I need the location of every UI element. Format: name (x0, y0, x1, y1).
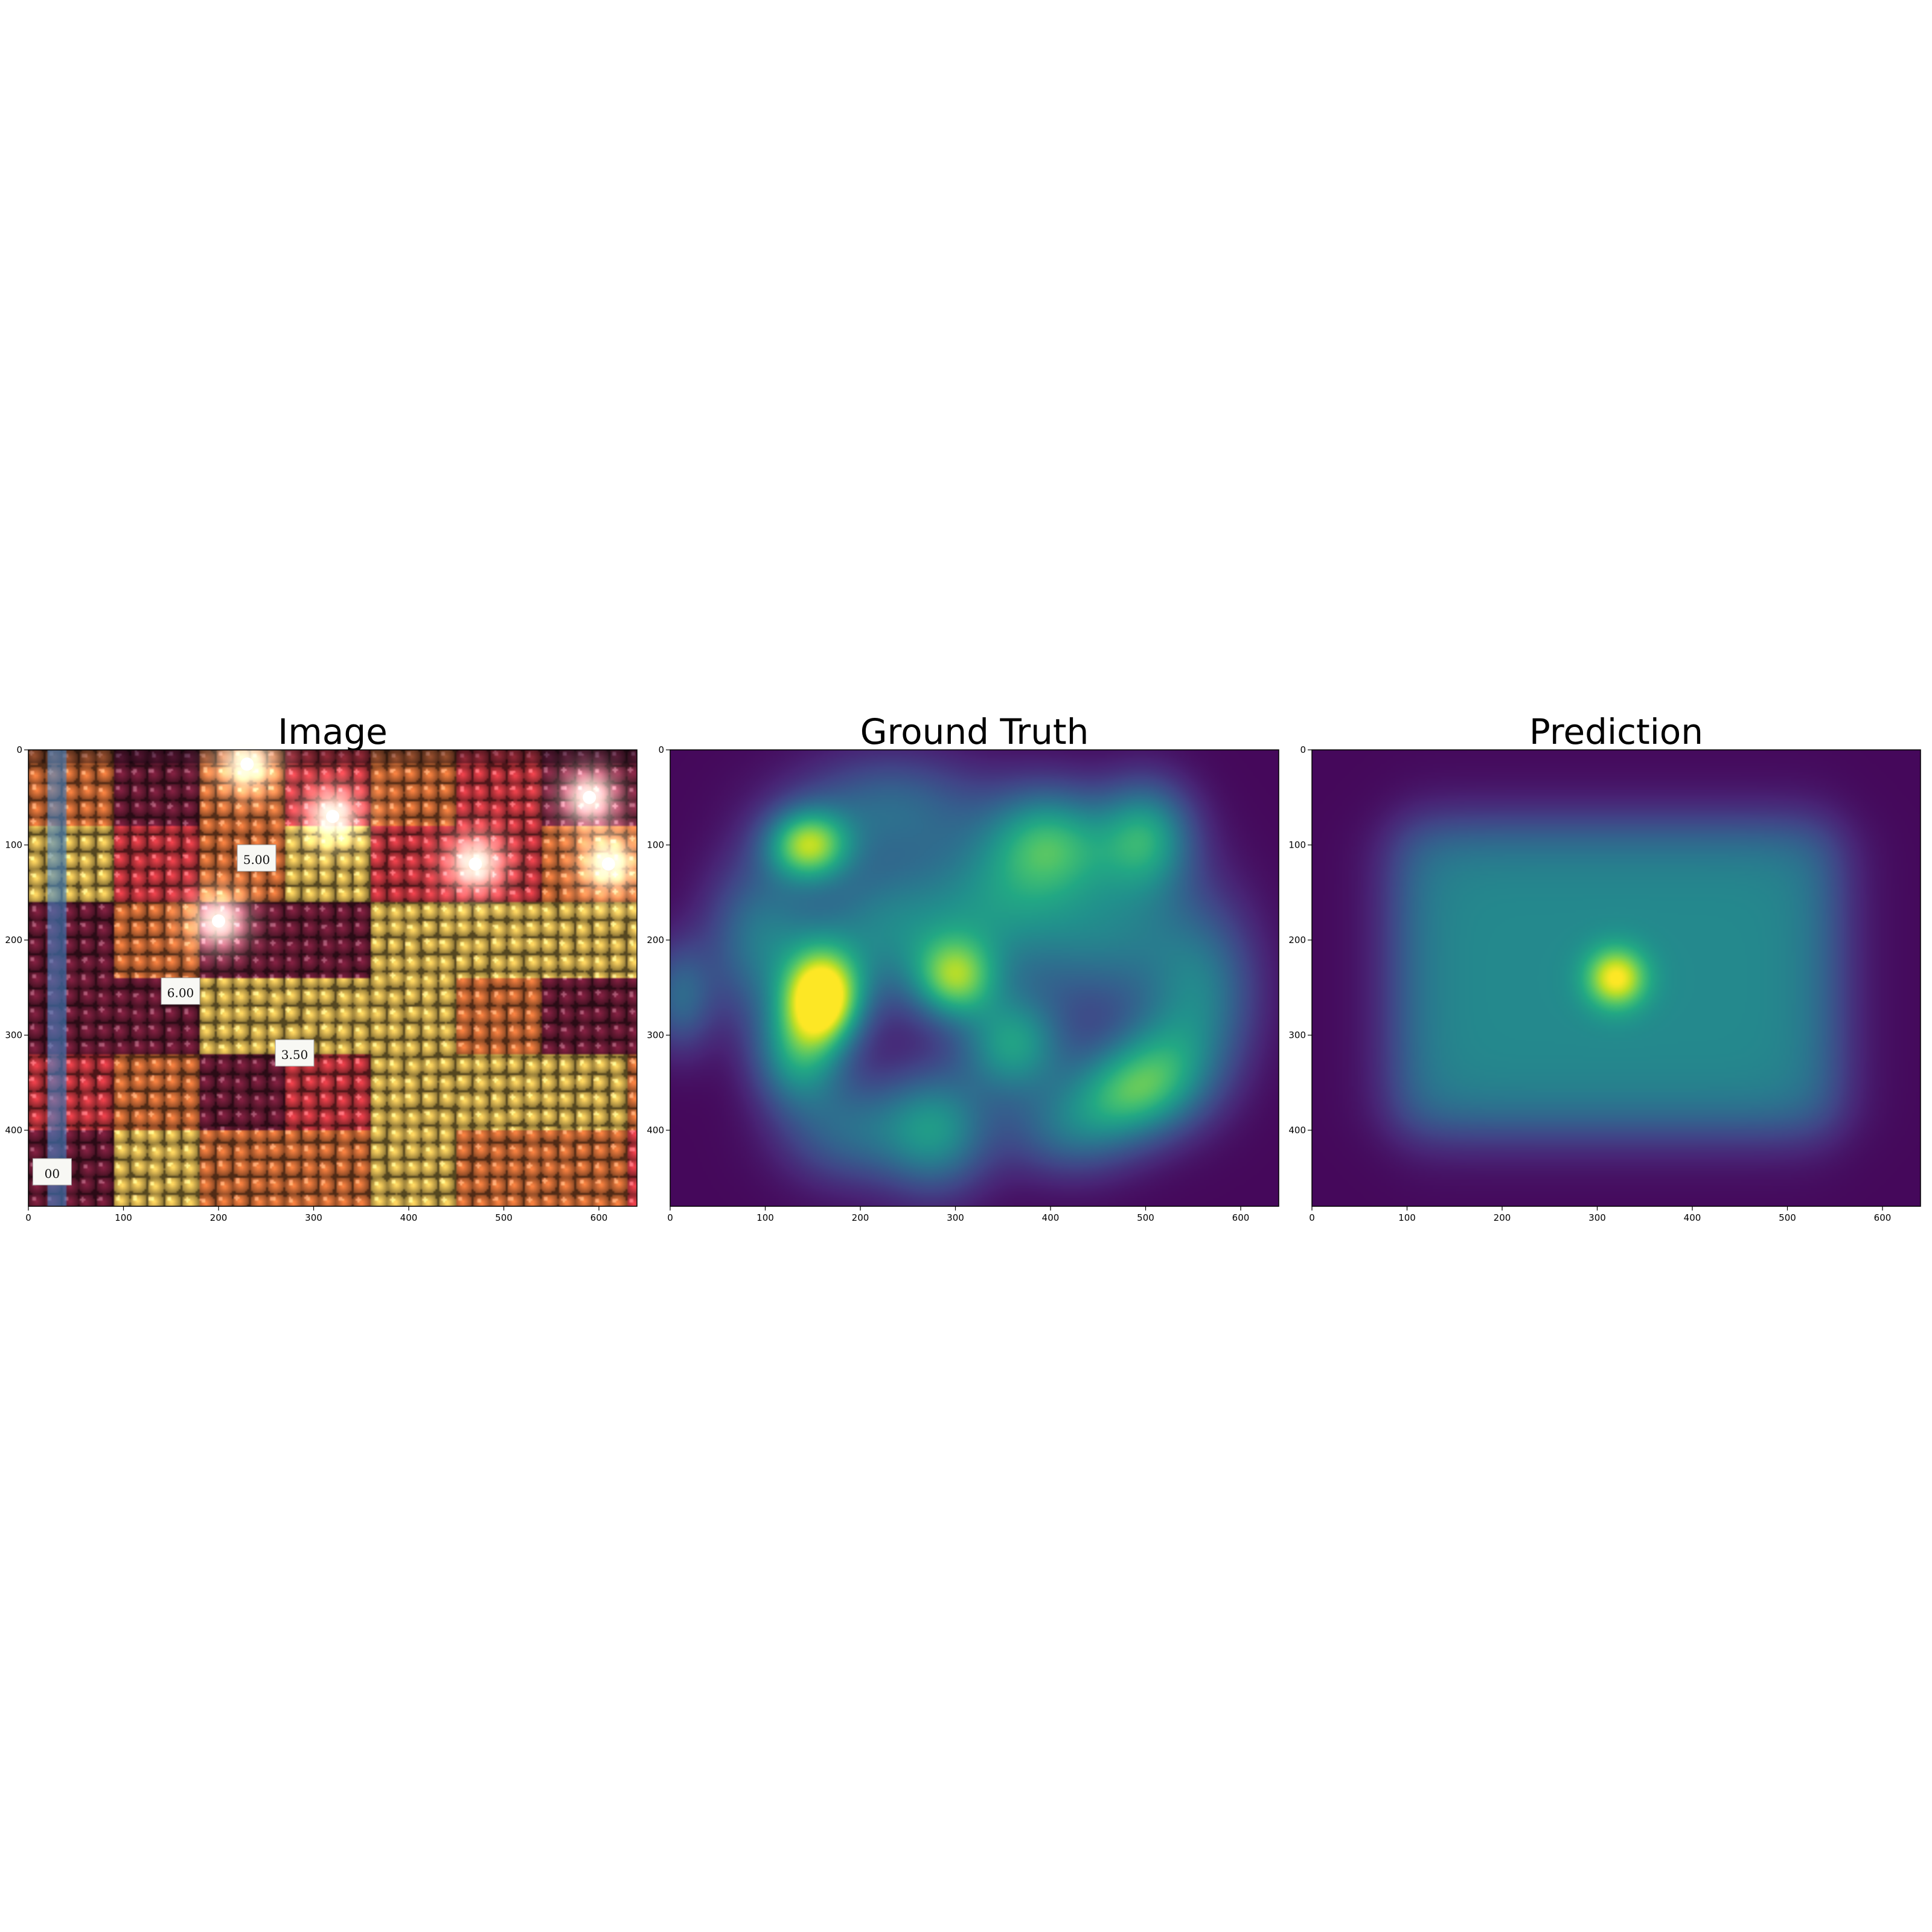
panel-prediction: Prediction 0 100 200 300 400 500 600 0 100 200 300 4… (1288, 711, 1921, 1223)
x-tick-label: 600 (590, 1212, 608, 1223)
price-tag-text: 00 (45, 1166, 60, 1181)
x-tick-label: 0 (667, 1212, 673, 1223)
y-tick-label: 0 (658, 744, 664, 755)
light-bulb (601, 857, 615, 871)
x-tick-label: 400 (1684, 1212, 1701, 1223)
price-tag (275, 1039, 315, 1067)
x-tick-label: 100 (756, 1212, 774, 1223)
y-tick-label: 400 (1288, 1125, 1306, 1136)
y-tick-label: 100 (1288, 840, 1306, 851)
x-tick-label: 200 (852, 1212, 869, 1223)
y-tick-label: 400 (647, 1125, 664, 1136)
panel-title: Ground Truth (860, 711, 1089, 752)
y-tick-label: 400 (5, 1125, 22, 1136)
light-bulb (469, 857, 482, 871)
light-bulb (212, 914, 225, 928)
x-tick-label: 0 (25, 1212, 31, 1223)
price-tag-text: 3.50 (281, 1048, 309, 1062)
panel-ground-truth: Ground Truth 0 100 200 300 400 500 600 0 100 200 30… (647, 711, 1279, 1223)
x-tick-label: 500 (1137, 1212, 1154, 1223)
price-tag (161, 977, 200, 1005)
x-tick-label: 100 (1398, 1212, 1416, 1223)
x-tick-label: 600 (1874, 1212, 1892, 1223)
x-tick-label: 300 (1588, 1212, 1606, 1223)
x-tick-label: 300 (947, 1212, 964, 1223)
y-tick-label: 300 (647, 1030, 664, 1041)
price-tag-text: 6.00 (167, 986, 194, 1000)
x-tick-label: 400 (1042, 1212, 1060, 1223)
x-tick-label: 300 (305, 1212, 322, 1223)
price-tag-text: 5.00 (243, 852, 270, 867)
saliency-heatmap (670, 750, 1279, 1206)
price-tag (32, 1158, 72, 1186)
axes-frame (670, 749, 1279, 1207)
x-tick-label: 200 (1494, 1212, 1511, 1223)
y-tick-label: 100 (5, 840, 22, 851)
y-tick-label: 200 (5, 935, 22, 945)
axes-frame (1311, 749, 1921, 1207)
x-tick-label: 200 (210, 1212, 228, 1223)
light-bulb (240, 757, 254, 771)
x-tick-label: 500 (1779, 1212, 1796, 1223)
light-bulb (326, 810, 339, 824)
y-tick-label: 200 (1288, 935, 1306, 945)
x-tick-label: 0 (1309, 1212, 1315, 1223)
y-tick-label: 300 (5, 1030, 22, 1041)
saliency-heatmap (1312, 750, 1921, 1206)
axes-frame (28, 749, 638, 1207)
x-tick-label: 500 (495, 1212, 513, 1223)
x-tick-label: 600 (1232, 1212, 1250, 1223)
y-tick-label: 200 (647, 935, 664, 945)
light-bulb (583, 790, 597, 804)
y-tick-label: 0 (1300, 744, 1306, 755)
panel-title: Image (278, 711, 388, 752)
y-tick-label: 300 (1288, 1030, 1306, 1041)
y-tick-label: 0 (16, 744, 22, 755)
panel-title: Prediction (1529, 711, 1703, 752)
y-tick-label: 100 (647, 840, 664, 851)
price-tag (237, 844, 277, 872)
x-tick-label: 400 (400, 1212, 418, 1223)
x-tick-label: 100 (115, 1212, 132, 1223)
